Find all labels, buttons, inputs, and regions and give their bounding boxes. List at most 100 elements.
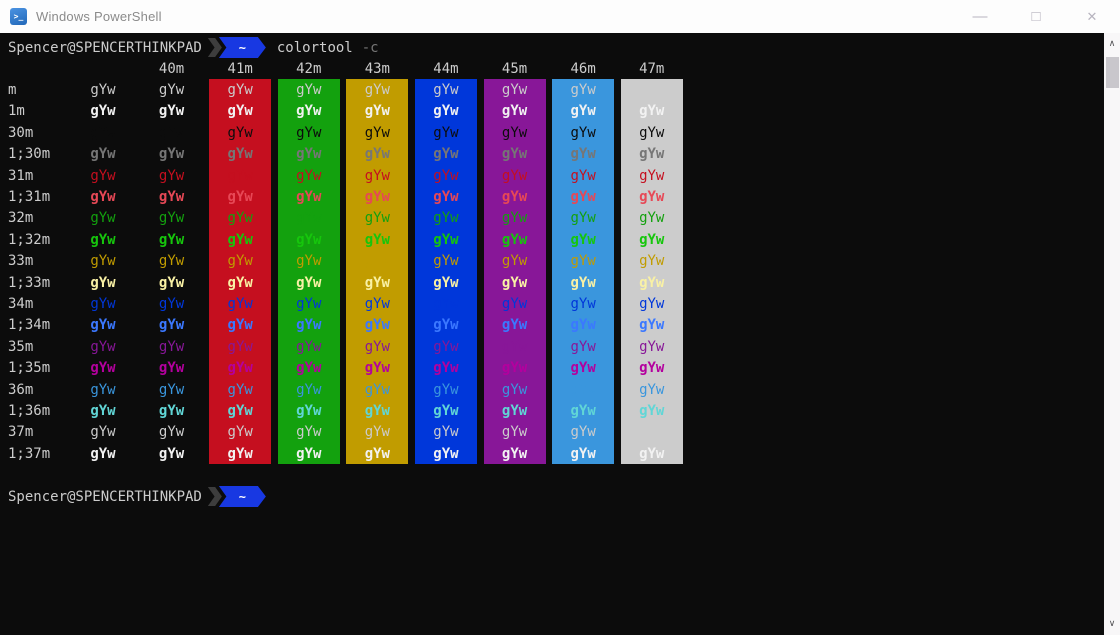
close-button[interactable]: ✕ bbox=[1086, 8, 1098, 24]
color-cell-text: gYw bbox=[277, 164, 340, 187]
color-cell-text: gYw bbox=[277, 186, 340, 208]
color-cell-text: gYw bbox=[620, 421, 683, 444]
color-cell-text: gYw bbox=[552, 207, 615, 230]
color-cell: gYw bbox=[617, 378, 686, 401]
color-cell: gYw bbox=[274, 314, 343, 337]
column-header: 42m bbox=[274, 58, 343, 79]
color-cell: gYw bbox=[69, 293, 138, 314]
color-cell-text: gYw bbox=[90, 189, 116, 206]
color-cell: gYw bbox=[617, 400, 686, 422]
color-cell-text: gYw bbox=[552, 378, 615, 401]
color-cell: gYw bbox=[480, 250, 549, 272]
color-cell-text: gYw bbox=[552, 357, 615, 379]
color-cell: gYw bbox=[206, 79, 275, 101]
row-label: 1;35m bbox=[8, 360, 51, 377]
color-cell-text: gYw bbox=[277, 100, 340, 123]
column-header-label bbox=[72, 58, 134, 79]
color-cell-text: gYw bbox=[277, 314, 340, 337]
color-cell-text: gYw bbox=[620, 100, 683, 123]
table-row: 30m gYw gYw gYw gYw gYw gYw gYw gYw gYw bbox=[0, 122, 686, 144]
color-cell-text: gYw bbox=[277, 207, 340, 230]
color-cell: gYw bbox=[412, 271, 481, 294]
color-cell: gYw bbox=[137, 143, 206, 165]
color-cell-text: gYw bbox=[620, 378, 683, 401]
color-cell: gYw bbox=[137, 207, 206, 230]
color-cell-text: gYw bbox=[552, 293, 615, 315]
terminal-viewport[interactable]: Spencer@SPENCERTHINKPAD ~ colortool -c 4… bbox=[0, 33, 1104, 635]
color-cell-text: gYw bbox=[483, 207, 546, 230]
row-label: 1;32m bbox=[8, 231, 51, 248]
table-row: 1m gYw gYw gYw gYw gYw gYw gYw gYw gYw bbox=[0, 100, 686, 123]
column-header: 43m bbox=[343, 58, 412, 79]
color-cell-text: gYw bbox=[414, 378, 477, 401]
color-cell: gYw bbox=[274, 229, 343, 251]
color-cell-text: gYw bbox=[346, 143, 409, 165]
color-cell: gYw bbox=[206, 143, 275, 165]
color-cell-text: gYw bbox=[620, 122, 683, 144]
color-cell: gYw bbox=[206, 207, 275, 230]
minimize-button[interactable]: — bbox=[972, 8, 988, 25]
scrollbar-track[interactable]: ∧ ∨ bbox=[1104, 33, 1120, 635]
color-cell: gYw bbox=[274, 421, 343, 444]
color-cell-text: gYw bbox=[483, 186, 546, 208]
color-cell-text: gYw bbox=[483, 122, 546, 144]
color-cell: gYw bbox=[549, 400, 618, 422]
color-cell-text: gYw bbox=[346, 186, 409, 208]
table-row: 33m gYw gYw gYw gYw gYw gYw gYw gYw gYw bbox=[0, 250, 686, 272]
prompt-command-flag: -c bbox=[361, 39, 379, 56]
color-cell: gYw bbox=[343, 143, 412, 165]
color-cell: gYw bbox=[274, 143, 343, 165]
column-header: 46m bbox=[549, 58, 618, 79]
color-cell: gYw bbox=[206, 164, 275, 187]
color-cell: gYw bbox=[412, 314, 481, 337]
row-label: 34m bbox=[8, 295, 34, 312]
color-cell-text: gYw bbox=[277, 378, 340, 401]
color-cell: gYw bbox=[137, 164, 206, 187]
color-cell: gYw bbox=[549, 357, 618, 379]
maximize-button[interactable]: □ bbox=[1031, 8, 1041, 25]
color-cell-text: gYw bbox=[414, 314, 477, 337]
color-cell: gYw bbox=[617, 443, 686, 465]
color-cell-text: gYw bbox=[483, 314, 546, 337]
color-cell: gYw bbox=[549, 229, 618, 251]
color-cell: gYw bbox=[137, 357, 206, 379]
column-header: 44m bbox=[412, 58, 481, 79]
row-label: 1;34m bbox=[8, 317, 51, 334]
color-cell: gYw bbox=[549, 122, 618, 144]
row-label: 32m bbox=[8, 210, 34, 227]
color-cell: gYw bbox=[274, 400, 343, 422]
color-cell: gYw bbox=[480, 400, 549, 422]
color-cell-text: gYw bbox=[140, 421, 203, 444]
color-cell-text: gYw bbox=[90, 167, 116, 184]
color-cell: gYw bbox=[343, 336, 412, 358]
color-cell: gYw bbox=[206, 122, 275, 144]
color-cell-text: gYw bbox=[209, 443, 272, 465]
color-cell-text: gYw bbox=[140, 186, 203, 208]
table-row: 31m gYw gYw gYw gYw gYw gYw gYw gYw gYw bbox=[0, 164, 686, 187]
color-cell: gYw bbox=[343, 400, 412, 422]
color-cell-text: gYw bbox=[620, 250, 683, 272]
color-cell-text: gYw bbox=[90, 124, 116, 141]
color-cell: gYw bbox=[69, 101, 138, 122]
scrollbar-thumb[interactable] bbox=[1105, 57, 1119, 88]
color-cell: gYw bbox=[69, 379, 138, 400]
color-cell: gYw bbox=[69, 272, 138, 293]
color-cell-text: gYw bbox=[552, 229, 615, 251]
color-cell-text: gYw bbox=[346, 378, 409, 401]
scroll-down-icon[interactable]: ∨ bbox=[1108, 619, 1116, 629]
table-row: m gYw gYw gYw gYw gYw gYw gYw gYw gYw bbox=[0, 79, 686, 101]
color-cell: gYw bbox=[480, 421, 549, 444]
color-cell-text: gYw bbox=[483, 250, 546, 272]
scroll-up-icon[interactable]: ∧ bbox=[1108, 39, 1116, 49]
color-cell-text: gYw bbox=[414, 443, 477, 465]
column-header-label: 41m bbox=[227, 60, 253, 77]
color-cell: gYw bbox=[137, 250, 206, 272]
color-cell-text: gYw bbox=[209, 400, 272, 422]
color-cell: gYw bbox=[617, 186, 686, 208]
prompt-line-bottom: Spencer@SPENCERTHINKPAD ~ bbox=[8, 486, 266, 507]
row-label: 1;30m bbox=[8, 146, 51, 163]
color-cell: gYw bbox=[412, 336, 481, 358]
color-cell-text: gYw bbox=[552, 421, 615, 444]
color-cell: gYw bbox=[137, 186, 206, 208]
color-cell: gYw bbox=[617, 421, 686, 444]
